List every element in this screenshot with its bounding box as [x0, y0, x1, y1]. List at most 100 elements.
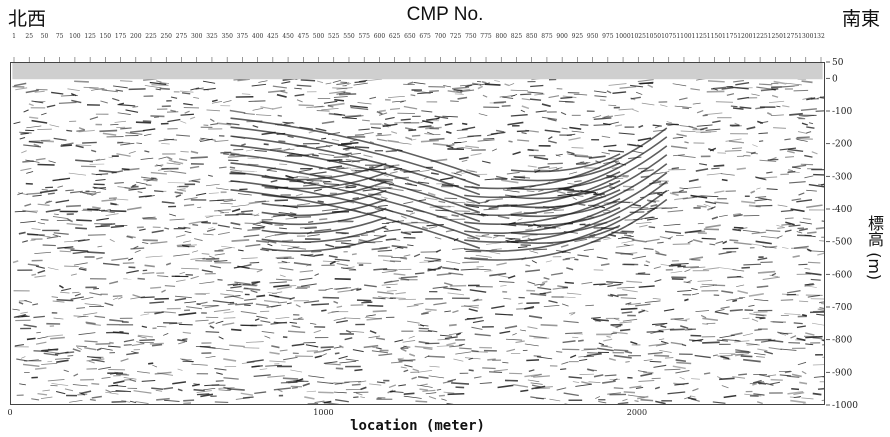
cmp-number-ticks: 1 25 50 75 100 125 150 175 200 225 250 275 300 325 350… — [12, 33, 825, 62]
svg-text:600: 600 — [374, 33, 386, 40]
cmp-tick-label: 275 — [176, 33, 188, 40]
cmp-tick-label: 625 — [389, 33, 401, 40]
svg-text:175: 175 — [115, 33, 127, 40]
cmp-tick-label: 100 — [69, 33, 81, 40]
cmp-tick-label: 425 — [267, 33, 279, 40]
svg-text:275: 275 — [176, 33, 188, 40]
location-axis: 0 1000 2000 — [7, 408, 647, 417]
cmp-tick-label: 1025 — [631, 33, 646, 40]
y-tick-label: -300 — [832, 172, 852, 182]
cmp-tick-label: 500 — [313, 33, 325, 40]
cmp-tick-label: 1250 — [768, 33, 783, 40]
svg-text:550: 550 — [343, 33, 355, 40]
cmp-tick-label: 225 — [145, 33, 157, 40]
cmp-tick-label: 525 — [328, 33, 340, 40]
cmp-tick-label: 950 — [587, 33, 599, 40]
cmp-tick-label: 1200 — [737, 33, 752, 40]
cmp-tick-label: 1100 — [676, 33, 691, 40]
cmp-tick-label: 900 — [556, 33, 568, 40]
cmp-tick-label: 1125 — [692, 33, 707, 40]
svg-text:350: 350 — [221, 33, 233, 40]
svg-text:1025: 1025 — [631, 33, 646, 40]
y-tick-label: -700 — [832, 303, 852, 313]
northwest-label: 北西 — [8, 8, 47, 30]
svg-text:1300: 1300 — [798, 33, 813, 40]
cmp-tick-label: 200 — [130, 33, 142, 40]
svg-text:750: 750 — [465, 33, 477, 40]
cmp-tick-label: 75 — [56, 33, 64, 40]
cmp-tick-label: 775 — [480, 33, 492, 40]
svg-text:1075: 1075 — [661, 33, 676, 40]
svg-text:450: 450 — [282, 33, 294, 40]
svg-text:675: 675 — [419, 33, 431, 40]
svg-text:300: 300 — [191, 33, 203, 40]
cmp-tick-label: 450 — [282, 33, 294, 40]
svg-text:925: 925 — [572, 33, 584, 40]
y-axis-label: 標高 (m) — [865, 215, 884, 281]
y-tick-label: -500 — [832, 238, 852, 248]
svg-text:1125: 1125 — [692, 33, 707, 40]
svg-text:150: 150 — [100, 33, 112, 40]
cmp-tick-label: 1150 — [707, 33, 722, 40]
svg-text:425: 425 — [267, 33, 279, 40]
svg-text:650: 650 — [404, 33, 416, 40]
cmp-tick-label: 1 — [12, 33, 16, 40]
cmp-tick-label: 850 — [526, 33, 538, 40]
svg-text:50: 50 — [41, 33, 49, 40]
svg-text:100: 100 — [69, 33, 81, 40]
svg-text:75: 75 — [56, 33, 64, 40]
svg-text:1200: 1200 — [737, 33, 752, 40]
cmp-tick-label: 125 — [84, 33, 96, 40]
cmp-tick-label: 400 — [252, 33, 264, 40]
svg-text:625: 625 — [389, 33, 401, 40]
svg-text:700: 700 — [435, 33, 447, 40]
cmp-tick-label: 700 — [435, 33, 447, 40]
svg-text:375: 375 — [237, 33, 249, 40]
x-tick-label: 1000 — [313, 408, 333, 417]
cmp-tick-label: 250 — [161, 33, 173, 40]
svg-text:1250: 1250 — [768, 33, 783, 40]
cmp-tick-label: 800 — [496, 33, 508, 40]
svg-text:400: 400 — [252, 33, 264, 40]
cmp-tick-label: 650 — [404, 33, 416, 40]
cmp-tick-label: 975 — [602, 33, 614, 40]
x-tick-label: 2000 — [627, 408, 647, 417]
cmp-tick-label: 750 — [465, 33, 477, 40]
svg-text:975: 975 — [602, 33, 614, 40]
svg-text:825: 825 — [511, 33, 523, 40]
seismic-reflections — [12, 76, 824, 404]
svg-text:725: 725 — [450, 33, 462, 40]
svg-text:250: 250 — [161, 33, 173, 40]
svg-text:325: 325 — [206, 33, 218, 40]
cmp-tick-label: 825 — [511, 33, 523, 40]
cmp-tick-label: 25 — [25, 33, 33, 40]
svg-text:25: 25 — [25, 33, 33, 40]
cmp-tick-label: 350 — [221, 33, 233, 40]
svg-text:875: 875 — [541, 33, 553, 40]
svg-text:1225: 1225 — [752, 33, 767, 40]
y-tick-label: 50 — [832, 58, 844, 68]
svg-text:1275: 1275 — [783, 33, 798, 40]
svg-text:225: 225 — [145, 33, 157, 40]
svg-text:850: 850 — [526, 33, 538, 40]
svg-text:500: 500 — [313, 33, 325, 40]
svg-text:1100: 1100 — [676, 33, 691, 40]
cmp-tick-label: 300 — [191, 33, 203, 40]
svg-text:475: 475 — [298, 33, 310, 40]
svg-text:1175: 1175 — [722, 33, 737, 40]
svg-text:1: 1 — [12, 33, 16, 40]
y-tick-label: -600 — [832, 270, 852, 280]
svg-text:125: 125 — [84, 33, 96, 40]
cmp-tick-label: 1075 — [661, 33, 676, 40]
y-tick-label: -100 — [832, 107, 852, 117]
cmp-tick-label: 475 — [298, 33, 310, 40]
cmp-tick-label: 1225 — [752, 33, 767, 40]
cmp-tick-label: 325 — [206, 33, 218, 40]
cmp-tick-label: 600 — [374, 33, 386, 40]
cmp-tick-label: 1175 — [722, 33, 737, 40]
y-tick-label: 0 — [832, 74, 838, 84]
svg-text:900: 900 — [556, 33, 568, 40]
y-tick-label: -800 — [832, 336, 852, 346]
